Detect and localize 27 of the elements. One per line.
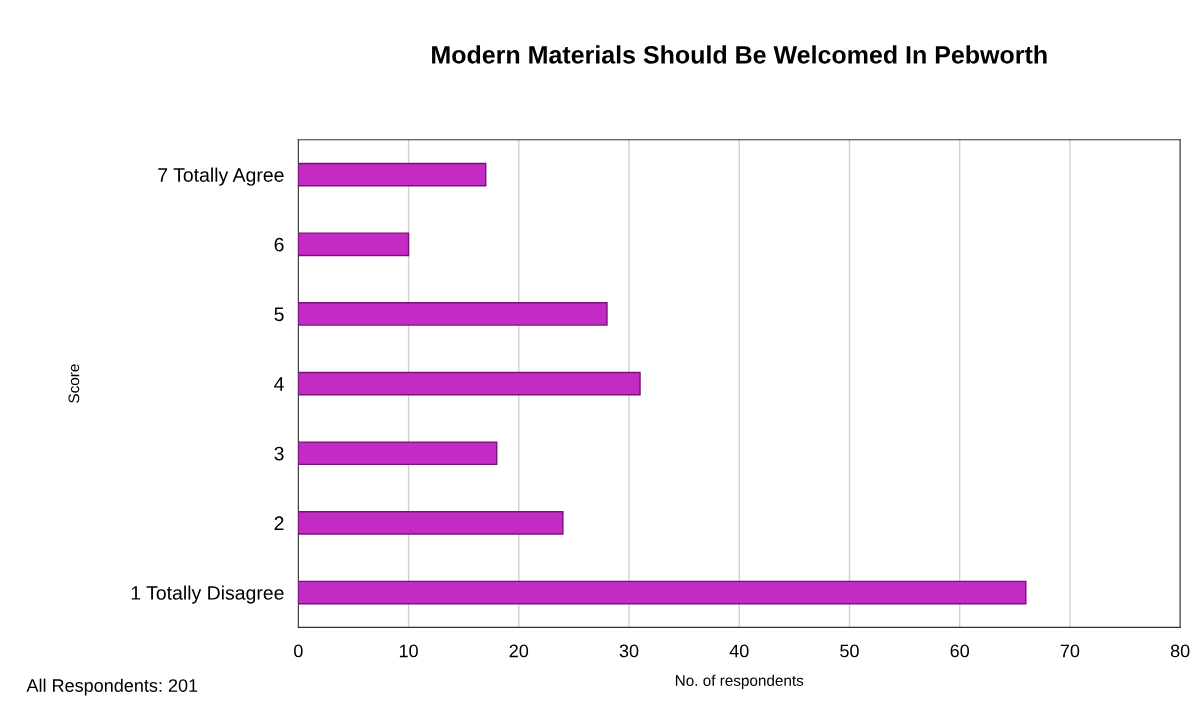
y-axis-title: Score [68, 364, 80, 403]
bar [298, 232, 410, 257]
chart-title: Modern Materials Should Be Welcomed In Pebworth [432, 45, 1047, 64]
bar [298, 580, 1027, 605]
bar [298, 371, 641, 396]
bar [298, 511, 564, 535]
x-tick-label: 80 [1170, 644, 1190, 658]
x-axis-title: No. of respondents [675, 674, 804, 689]
x-tick-label: 40 [729, 644, 749, 658]
text: All Respondents: 201 [26, 678, 198, 696]
x-tick-label: 30 [619, 644, 639, 658]
x-tick-label: 10 [399, 644, 418, 658]
y-tick-label: 3 [274, 446, 284, 461]
x-tick-label: 50 [840, 644, 859, 658]
x-tick-label: 0 [294, 644, 303, 658]
bar [298, 441, 498, 466]
x-tick-label: 70 [1060, 644, 1080, 658]
y-tick-label: 6 [274, 237, 284, 252]
bar [298, 162, 487, 187]
y-tick-label: 5 [274, 307, 284, 322]
y-tick-label: 7 Totally Agree [158, 167, 284, 186]
y-tick-label: 4 [274, 377, 284, 391]
y-tick-label: 2 [274, 516, 284, 530]
y-tick-label: 1 Totally Disagree [131, 585, 284, 604]
x-tick-label: 60 [950, 644, 970, 658]
bar [298, 302, 608, 326]
x-tick-label: 20 [509, 644, 529, 658]
